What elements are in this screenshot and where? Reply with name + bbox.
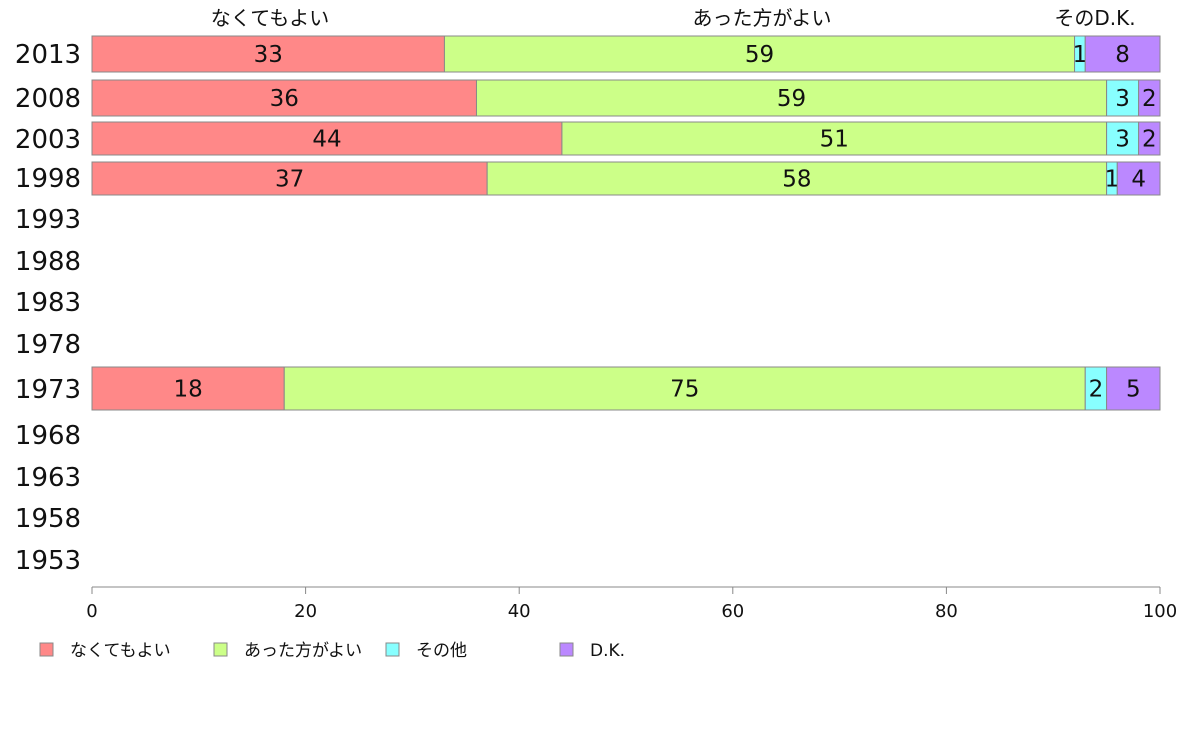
year-label: 1958 [15,504,81,534]
bar-segment [91,121,563,156]
bar-segment [91,161,488,196]
data-label: 2 [1089,377,1104,403]
data-label: 44 [312,127,341,153]
bar-segment [443,35,1076,73]
bar-segment [561,121,1108,156]
data-label: 8 [1115,42,1130,68]
year-label: 1973 [15,375,81,405]
data-label: 33 [254,42,283,68]
bar-segment [91,35,445,73]
bar-segment [91,79,477,117]
x-tick-label: 80 [935,601,958,622]
data-label: 37 [275,167,304,193]
bar-segment [1116,161,1161,196]
year-label: 1988 [15,247,81,277]
legend-label: あった方がよい [244,641,362,661]
year-label: 1983 [15,288,81,318]
year-label: 1998 [15,164,81,194]
bar-segment [475,79,1108,117]
top-label: なくてもよい [211,6,329,30]
legend-swatch [39,642,54,657]
data-label: 3 [1115,86,1130,112]
bar-segment [1084,35,1161,73]
data-label: 36 [270,86,299,112]
year-label: 1978 [15,330,81,360]
data-label: 2 [1142,127,1157,153]
year-label: 2003 [15,125,81,155]
x-tick-label: 100 [1143,601,1177,622]
top-label: そのD.K. [1054,6,1135,30]
data-label: 51 [820,127,849,153]
year-label: 2013 [15,40,81,70]
data-label: 59 [745,42,774,68]
x-tick-label: 40 [508,601,531,622]
data-label: 1 [1105,167,1120,193]
year-label: 2008 [15,84,81,114]
legend-label: D.K. [590,641,625,661]
data-label: 18 [173,377,202,403]
data-label: 5 [1126,377,1141,403]
legend-swatch [559,642,574,657]
x-tick-label: 0 [86,601,97,622]
top-label: あった方がよい [693,6,832,30]
data-label: 1 [1073,42,1088,68]
bar-segment [1138,121,1161,156]
bar-segment [283,366,1086,411]
x-tick-label: 20 [294,601,317,622]
year-label: 1993 [15,205,81,235]
data-label: 58 [782,167,811,193]
legend-label: なくてもよい [70,641,171,661]
year-label: 1953 [15,546,81,576]
data-label: 2 [1142,86,1157,112]
legend-swatch [213,642,228,657]
legend-swatch [385,642,400,657]
data-label: 3 [1115,127,1130,153]
x-tick-label: 60 [721,601,744,622]
data-label: 4 [1131,167,1146,193]
data-label: 75 [670,377,699,403]
legend-label: その他 [416,641,467,661]
year-label: 1968 [15,421,81,451]
bar-segment [1106,366,1161,411]
bar-segment [1138,79,1161,117]
bar-segment [1106,79,1140,117]
bar-segment [1106,121,1140,156]
data-label: 59 [777,86,806,112]
year-label: 1963 [15,463,81,493]
